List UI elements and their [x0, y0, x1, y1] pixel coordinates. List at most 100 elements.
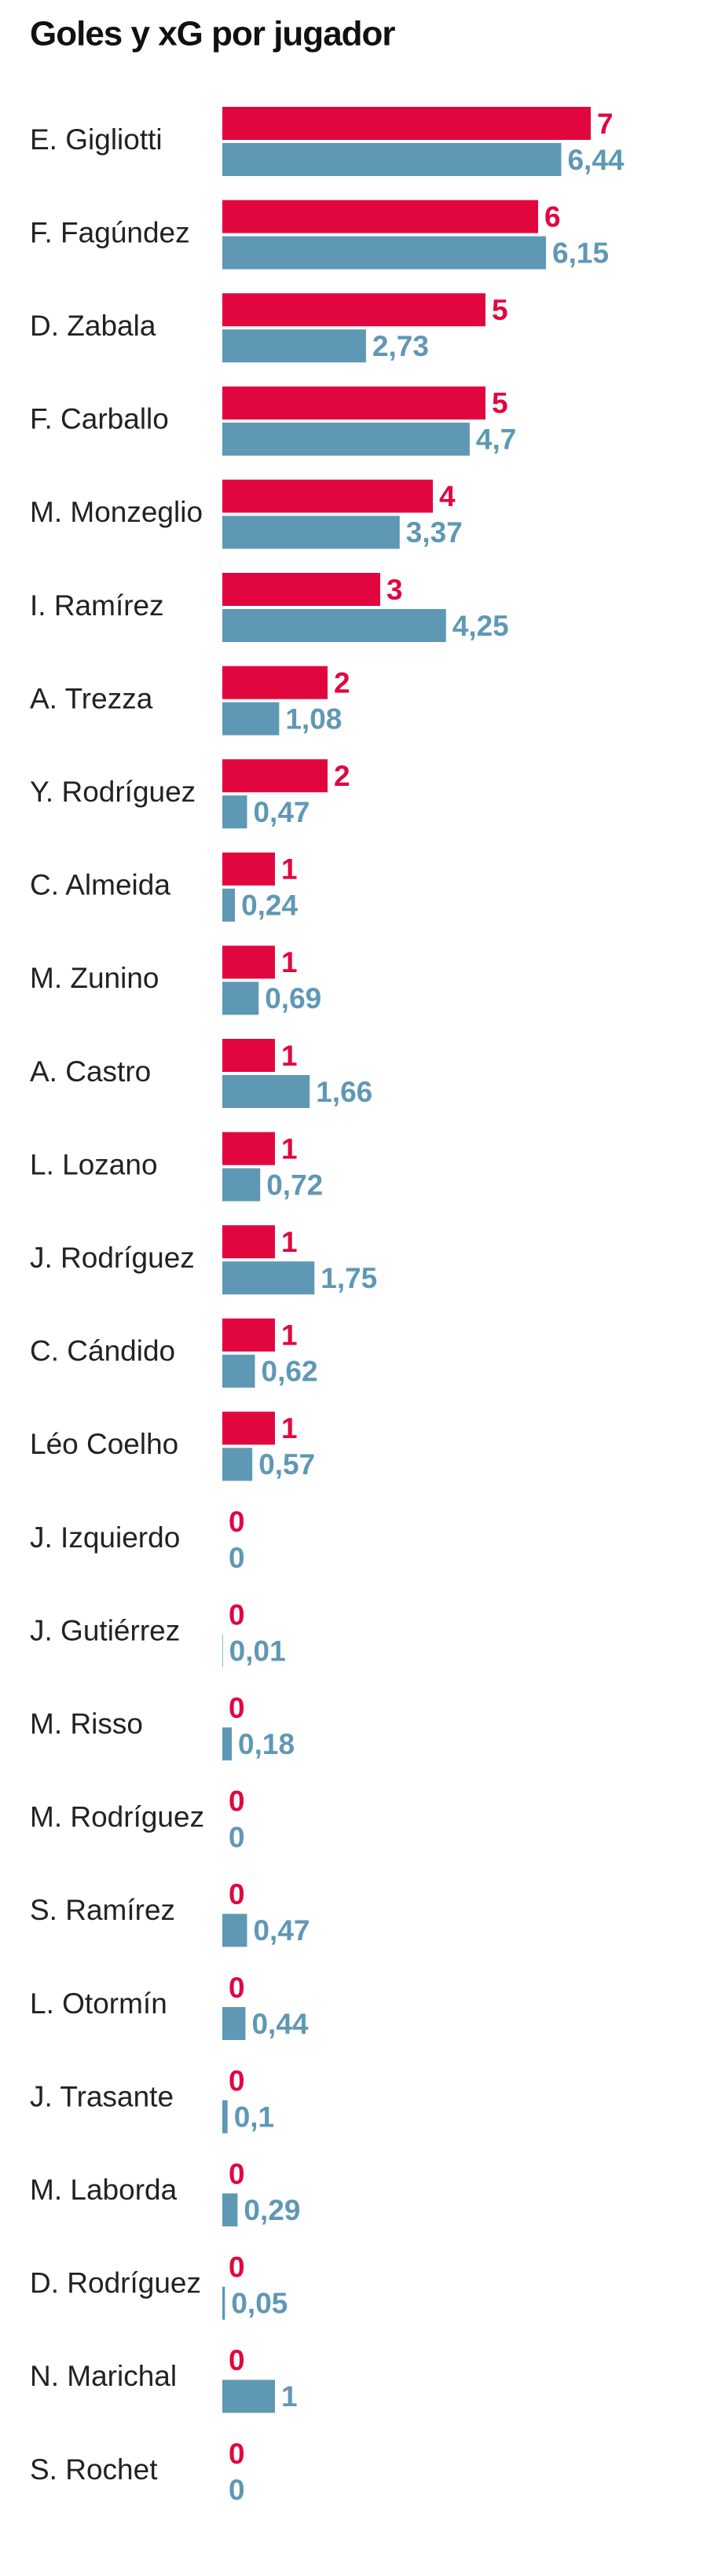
value-label: 4,25 — [452, 610, 509, 642]
value-label: 0 — [229, 1692, 245, 1724]
bar — [222, 1225, 275, 1259]
value-label: 0,62 — [262, 1356, 318, 1388]
category-label: L. Lozano — [30, 1148, 158, 1180]
category-label: C. Cándido — [30, 1335, 175, 1367]
value-label: 0,05 — [231, 2288, 288, 2320]
value-label: 1,66 — [316, 1076, 372, 1108]
category-label: M. Laborda — [30, 2174, 178, 2206]
value-label: 0,47 — [253, 796, 310, 828]
bar — [222, 293, 485, 327]
category-label: J. Trasante — [30, 2080, 174, 2112]
bar — [222, 1318, 275, 1352]
value-label: 1 — [281, 946, 298, 978]
bar — [222, 1411, 275, 1445]
category-label: Léo Coelho — [30, 1428, 178, 1460]
category-label: I. Ramírez — [30, 589, 164, 622]
bar — [222, 107, 591, 140]
bar — [222, 1075, 310, 1108]
value-label: 1,75 — [321, 1262, 377, 1294]
value-label: 6 — [544, 200, 561, 233]
category-label: M. Monzeglio — [30, 496, 203, 528]
category-label: M. Zunino — [30, 962, 159, 994]
value-label: 0 — [229, 1598, 245, 1631]
value-label: 0,57 — [258, 1448, 315, 1481]
chart-title: Goles y xG por jugador — [30, 15, 395, 53]
category-label: L. Otormín — [30, 1987, 167, 2020]
value-label: 0 — [229, 1972, 245, 2004]
bar — [222, 702, 280, 736]
value-label: 0 — [229, 2064, 245, 2097]
value-label: 3,37 — [406, 516, 463, 549]
value-label: 6,44 — [567, 144, 624, 176]
category-label: S. Rochet — [30, 2453, 158, 2486]
bar — [222, 2286, 225, 2320]
category-label: E. Gigliotti — [30, 123, 163, 156]
value-label: 0 — [229, 2344, 245, 2376]
value-label: 5 — [492, 294, 508, 326]
value-label: 1,08 — [285, 703, 342, 735]
category-label: J. Rodríguez — [30, 1242, 195, 1274]
category-label: J. Gutiérrez — [30, 1614, 180, 1646]
category-label: N. Marichal — [30, 2360, 177, 2392]
value-label: 2 — [334, 666, 350, 699]
bar — [222, 236, 547, 270]
value-label: 0 — [229, 2438, 245, 2470]
bar — [222, 2380, 275, 2413]
value-label: 7 — [597, 108, 614, 140]
bar — [222, 609, 446, 642]
value-label: 5 — [492, 387, 508, 420]
category-label: A. Castro — [30, 1055, 151, 1088]
value-label: 0 — [229, 2158, 245, 2190]
category-label: F. Fagúndez — [30, 216, 190, 248]
bar — [222, 516, 400, 549]
bar — [222, 2007, 246, 2040]
bar — [222, 666, 328, 699]
category-label: J. Izquierdo — [30, 1521, 180, 1554]
value-label: 0,29 — [244, 2194, 300, 2226]
value-label: 0,47 — [253, 1914, 310, 1947]
bar — [222, 1914, 247, 1947]
value-label: 1 — [281, 1040, 298, 1072]
value-label: 0 — [229, 1506, 245, 1538]
bar — [222, 795, 247, 829]
category-label: C. Almeida — [30, 869, 170, 901]
value-label: 1 — [281, 1412, 298, 1444]
value-label: 6,15 — [552, 237, 609, 269]
value-label: 1 — [281, 853, 298, 886]
value-label: 0,24 — [241, 890, 298, 922]
value-label: 0,44 — [251, 2008, 308, 2040]
value-label: 0,01 — [229, 1635, 286, 1667]
bar — [222, 1354, 255, 1388]
value-label: 0,1 — [234, 2101, 274, 2133]
value-label: 1 — [281, 2380, 298, 2413]
value-label: 0 — [229, 1542, 245, 1574]
bar — [222, 1634, 223, 1668]
category-label: Y. Rodríguez — [30, 776, 196, 808]
bar — [222, 852, 275, 886]
bar — [222, 1261, 315, 1295]
value-label: 0 — [229, 2251, 245, 2284]
value-label: 3 — [386, 574, 403, 606]
value-label: 0 — [229, 1822, 245, 1854]
bar — [222, 945, 275, 979]
category-label: F. Carballo — [30, 403, 169, 435]
value-label: 1 — [281, 1319, 298, 1352]
bar — [222, 1132, 275, 1165]
value-label: 0 — [229, 2474, 245, 2506]
value-label: 2,73 — [372, 330, 429, 362]
bar — [222, 573, 380, 606]
bar — [222, 2193, 238, 2227]
bar — [222, 1448, 253, 1481]
bar — [222, 1039, 275, 1072]
value-label: 0,72 — [266, 1169, 323, 1201]
bar — [222, 422, 470, 456]
value-label: 1 — [281, 1132, 298, 1165]
category-label: A. Trezza — [30, 682, 153, 714]
category-label: M. Risso — [30, 1708, 143, 1740]
bar — [222, 200, 538, 233]
bar — [222, 386, 485, 420]
value-label: 0,18 — [238, 1728, 295, 1760]
category-label: D. Rodríguez — [30, 2267, 201, 2299]
value-label: 2 — [334, 760, 350, 792]
bar — [222, 982, 259, 1015]
